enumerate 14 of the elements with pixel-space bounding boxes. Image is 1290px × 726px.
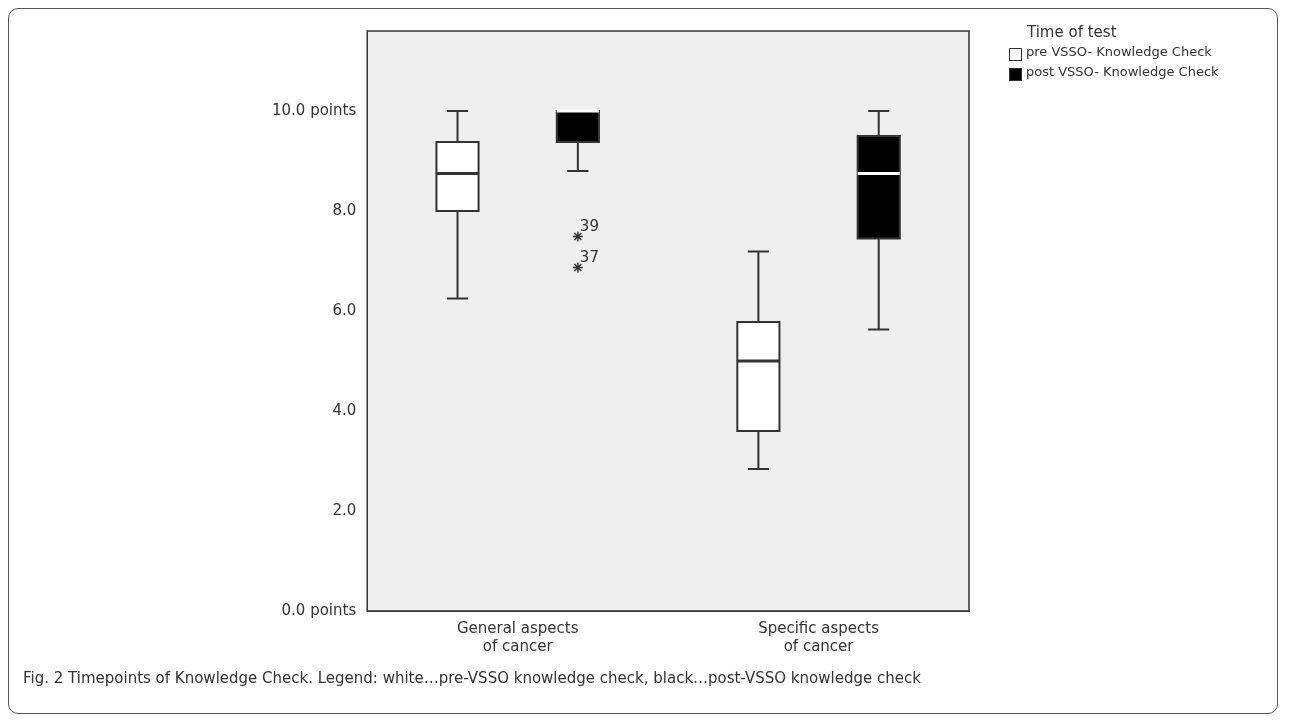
annotation: 39	[579, 216, 599, 235]
y-tick-label: 10.0 points	[271, 100, 357, 119]
y-tick-label: 2.0	[332, 500, 357, 519]
y-tick-label: 8.0	[332, 200, 357, 219]
legend-label: pre VSSO- Knowledge Check	[1026, 44, 1212, 59]
legend-label: post VSSO- Knowledge Check	[1026, 64, 1219, 79]
legend-title: Time of test	[1027, 23, 1118, 41]
x-tick-label: Specific aspects of cancer	[758, 618, 880, 655]
x-tick-label: General aspects of cancer	[456, 618, 579, 655]
y-tick-label: 4.0	[332, 400, 357, 419]
y-tick-label: 6.0	[332, 300, 357, 319]
y-tick-label: 0.0 points	[281, 600, 357, 619]
annotation: 37	[579, 247, 599, 266]
caption: Fig. 2 Timepoints of Knowledge Check. Legend: white…pre-VSSO knowledge check, black…post-VSSO knowledge check	[23, 669, 921, 687]
